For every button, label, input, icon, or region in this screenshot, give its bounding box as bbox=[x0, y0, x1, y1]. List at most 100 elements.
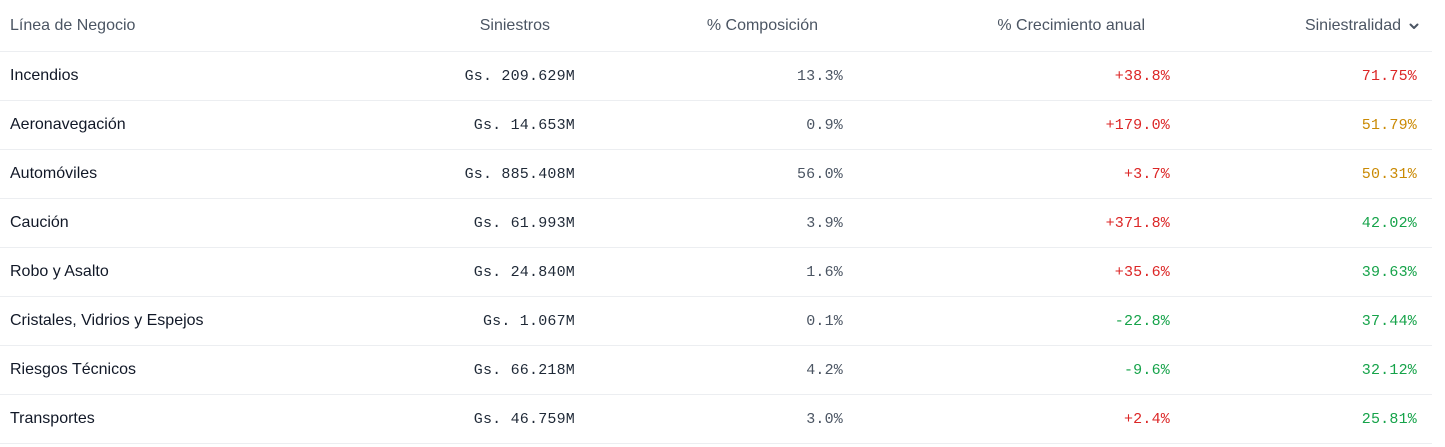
loss-ratio-sort-button[interactable]: Siniestralidad bbox=[1305, 17, 1420, 35]
table-row: Transportes Gs. 46.759M 3.0% +2.4% 25.81… bbox=[0, 395, 1432, 444]
line-of-business-cell: Cristales, Vidrios y Espejos bbox=[10, 297, 370, 345]
annual-growth-cell: -22.8% bbox=[843, 297, 1170, 345]
chevron-down-icon bbox=[1408, 20, 1420, 32]
composition-value: 1.6% bbox=[806, 263, 843, 281]
header-line-of-business: Línea de Negocio bbox=[10, 0, 370, 51]
claims-cell: Gs. 1.067M bbox=[370, 297, 575, 345]
annual-growth-value: +371.8% bbox=[1105, 214, 1170, 232]
loss-ratio-value: 50.31% bbox=[1361, 165, 1417, 183]
loss-ratio-cell: 25.81% bbox=[1170, 395, 1417, 443]
line-of-business-name: Caución bbox=[10, 214, 69, 231]
line-of-business-cell: Robo y Asalto bbox=[10, 248, 370, 296]
composition-cell: 0.9% bbox=[575, 101, 843, 149]
line-of-business-name: Incendios bbox=[10, 67, 79, 84]
annual-growth-cell: +371.8% bbox=[843, 199, 1170, 247]
annual-growth-cell: +35.6% bbox=[843, 248, 1170, 296]
header-composition: % Composición bbox=[575, 0, 818, 51]
claims-cell: Gs. 24.840M bbox=[370, 248, 575, 296]
claims-value: Gs. 885.408M bbox=[464, 165, 575, 183]
header-annual-growth: % Crecimiento anual bbox=[843, 0, 1145, 51]
header-claims-label: Siniestros bbox=[479, 16, 550, 34]
loss-ratio-cell: 42.02% bbox=[1170, 199, 1417, 247]
claims-cell: Gs. 61.993M bbox=[370, 199, 575, 247]
table-row: Incendios Gs. 209.629M 13.3% +38.8% 71.7… bbox=[0, 52, 1432, 101]
table-row: Robo y Asalto Gs. 24.840M 1.6% +35.6% 39… bbox=[0, 248, 1432, 297]
composition-value: 0.1% bbox=[806, 312, 843, 330]
loss-ratio-cell: 50.31% bbox=[1170, 150, 1417, 198]
table-row: Automóviles Gs. 885.408M 56.0% +3.7% 50.… bbox=[0, 150, 1432, 199]
composition-cell: 1.6% bbox=[575, 248, 843, 296]
loss-ratio-cell: 51.79% bbox=[1170, 101, 1417, 149]
loss-ratio-value: 25.81% bbox=[1361, 410, 1417, 428]
table-row: Cristales, Vidrios y Espejos Gs. 1.067M … bbox=[0, 297, 1432, 346]
loss-ratio-value: 42.02% bbox=[1361, 214, 1417, 232]
composition-cell: 3.9% bbox=[575, 199, 843, 247]
claims-cell: Gs. 209.629M bbox=[370, 52, 575, 100]
header-loss-ratio-label: Siniestralidad bbox=[1304, 16, 1401, 34]
table-row: Aeronavegación Gs. 14.653M 0.9% +179.0% … bbox=[0, 101, 1432, 150]
claims-cell: Gs. 885.408M bbox=[370, 150, 575, 198]
claims-value: Gs. 61.993M bbox=[473, 214, 575, 232]
line-of-business-name: Riesgos Técnicos bbox=[10, 361, 136, 378]
line-of-business-name: Aeronavegación bbox=[10, 116, 126, 133]
claims-value: Gs. 14.653M bbox=[473, 116, 575, 134]
loss-ratio-value: 39.63% bbox=[1361, 263, 1417, 281]
line-of-business-cell: Automóviles bbox=[10, 150, 370, 198]
composition-cell: 56.0% bbox=[575, 150, 843, 198]
annual-growth-value: -9.6% bbox=[1123, 361, 1170, 379]
annual-growth-cell: -9.6% bbox=[843, 346, 1170, 394]
line-of-business-name: Automóviles bbox=[10, 165, 98, 182]
loss-ratio-value: 71.75% bbox=[1361, 67, 1417, 85]
line-of-business-cell: Transportes bbox=[10, 395, 370, 443]
loss-ratio-value: 32.12% bbox=[1361, 361, 1417, 379]
annual-growth-cell: +179.0% bbox=[843, 101, 1170, 149]
composition-value: 4.2% bbox=[806, 361, 843, 379]
annual-growth-cell: +3.7% bbox=[843, 150, 1170, 198]
composition-value: 3.0% bbox=[806, 410, 843, 428]
header-composition-label: % Composición bbox=[706, 16, 818, 34]
header-claims: Siniestros bbox=[370, 0, 550, 51]
table-row: Caución Gs. 61.993M 3.9% +371.8% 42.02% bbox=[0, 199, 1432, 248]
line-of-business-cell: Aeronavegación bbox=[10, 101, 370, 149]
composition-cell: 3.0% bbox=[575, 395, 843, 443]
table-header: Línea de Negocio Siniestros % Composició… bbox=[0, 0, 1432, 52]
annual-growth-cell: +2.4% bbox=[843, 395, 1170, 443]
composition-value: 0.9% bbox=[806, 116, 843, 134]
line-of-business-name: Transportes bbox=[10, 410, 95, 427]
claims-cell: Gs. 46.759M bbox=[370, 395, 575, 443]
composition-cell: 13.3% bbox=[575, 52, 843, 100]
claims-cell: Gs. 14.653M bbox=[370, 101, 575, 149]
annual-growth-cell: +38.8% bbox=[843, 52, 1170, 100]
composition-value: 56.0% bbox=[796, 165, 843, 183]
line-of-business-cell: Caución bbox=[10, 199, 370, 247]
loss-ratio-value: 37.44% bbox=[1361, 312, 1417, 330]
composition-cell: 4.2% bbox=[575, 346, 843, 394]
loss-ratio-value: 51.79% bbox=[1361, 116, 1417, 134]
loss-ratio-cell: 71.75% bbox=[1170, 52, 1417, 100]
line-of-business-name: Cristales, Vidrios y Espejos bbox=[10, 312, 204, 329]
line-of-business-name: Robo y Asalto bbox=[10, 263, 109, 280]
annual-growth-value: +2.4% bbox=[1123, 410, 1170, 428]
claims-value: Gs. 24.840M bbox=[473, 263, 575, 281]
claims-value: Gs. 46.759M bbox=[473, 410, 575, 428]
claims-value: Gs. 209.629M bbox=[464, 67, 575, 85]
header-loss-ratio[interactable]: Siniestralidad bbox=[1170, 0, 1420, 51]
annual-growth-value: +3.7% bbox=[1123, 165, 1170, 183]
annual-growth-value: +38.8% bbox=[1114, 67, 1170, 85]
header-annual-growth-label: % Crecimiento anual bbox=[997, 16, 1145, 34]
line-of-business-cell: Riesgos Técnicos bbox=[10, 346, 370, 394]
loss-ratio-cell: 32.12% bbox=[1170, 346, 1417, 394]
composition-value: 13.3% bbox=[796, 67, 843, 85]
composition-cell: 0.1% bbox=[575, 297, 843, 345]
header-line-of-business-label: Línea de Negocio bbox=[10, 16, 136, 34]
claims-cell: Gs. 66.218M bbox=[370, 346, 575, 394]
loss-ratio-cell: 37.44% bbox=[1170, 297, 1417, 345]
annual-growth-value: +35.6% bbox=[1114, 263, 1170, 281]
annual-growth-value: +179.0% bbox=[1105, 116, 1170, 134]
annual-growth-value: -22.8% bbox=[1114, 312, 1170, 330]
table-row: Riesgos Técnicos Gs. 66.218M 4.2% -9.6% … bbox=[0, 346, 1432, 395]
loss-ratio-cell: 39.63% bbox=[1170, 248, 1417, 296]
composition-value: 3.9% bbox=[806, 214, 843, 232]
line-of-business-cell: Incendios bbox=[10, 52, 370, 100]
